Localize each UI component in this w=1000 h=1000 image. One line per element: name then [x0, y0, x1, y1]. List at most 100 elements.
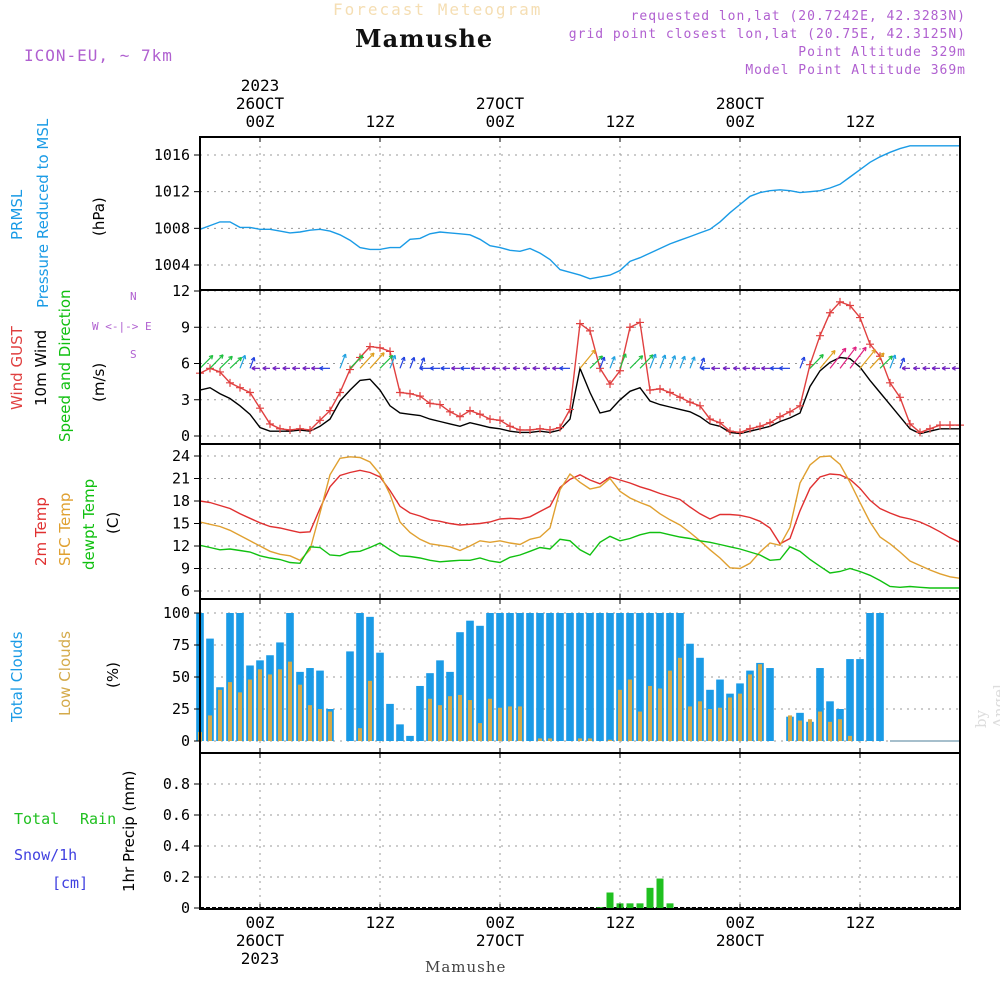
wind-arrow-head	[391, 354, 397, 360]
watermark: by Angel	[972, 684, 1000, 728]
time-label-bottom: 26OCT	[236, 931, 285, 950]
total-cloud-bar	[636, 613, 644, 741]
total-cloud-bar	[476, 625, 484, 741]
panel-frame	[199, 136, 961, 291]
gust-marker	[856, 313, 864, 322]
wind-arrow-head	[591, 349, 596, 354]
wind-arrow-head	[819, 353, 824, 359]
footer-location: Mamushe	[425, 958, 507, 976]
gust-marker	[766, 418, 774, 427]
y-tick-label: 6	[181, 355, 190, 373]
wind-direction-arrow	[599, 356, 605, 369]
wind-arrow-head	[600, 356, 606, 362]
gust-marker	[716, 418, 724, 427]
wind-arrow-head	[733, 365, 738, 371]
time-label-top: 12Z	[366, 112, 395, 131]
low-cloud-bar	[488, 698, 492, 741]
wind-gust-label: Wind GUST	[8, 326, 26, 410]
gust-marker	[546, 425, 554, 434]
wind-arrow-head	[611, 356, 616, 361]
total-cloud-bar	[206, 638, 214, 741]
total-cloud-bar	[866, 613, 874, 741]
y-tick-label: 75	[172, 636, 190, 654]
wind-arrow-head	[400, 356, 406, 362]
wind-direction-arrow	[869, 352, 885, 369]
y-tick-label: 0	[181, 899, 190, 917]
low-cloud-bar	[788, 715, 792, 741]
gust-marker	[646, 386, 654, 395]
y-tick-label: 50	[172, 668, 190, 686]
total-cloud-bar	[826, 701, 834, 741]
low-cloud-bar	[438, 705, 442, 741]
wind-arrow-head	[649, 354, 654, 359]
low-cloud-bar	[728, 697, 732, 741]
low-cloud-bar	[518, 706, 522, 741]
gust-marker	[396, 388, 404, 397]
low-cloud-bar	[688, 706, 692, 741]
wind-arrow-head	[852, 346, 857, 351]
wind-arrow-head	[778, 365, 783, 371]
wind-direction-arrow	[229, 356, 243, 369]
wind-arrow-head	[652, 353, 657, 359]
total-cloud-bar	[686, 643, 694, 741]
wind-arrow-head	[512, 365, 517, 371]
gust-marker	[246, 388, 254, 397]
gust-marker	[306, 425, 314, 434]
grid-point-location: grid point closest lon,lat (20.75E, 42.3…	[568, 27, 966, 42]
y-tick-label: 25	[172, 700, 190, 718]
wind-arrow-head	[272, 365, 277, 371]
low-cloud-bar	[498, 707, 502, 741]
wind-arrow-head	[880, 352, 885, 358]
wind-arrow-head	[380, 352, 385, 357]
low-cloud-bar	[278, 669, 282, 741]
wind-direction-arrow	[619, 353, 627, 369]
gust-marker	[816, 331, 824, 340]
gust-marker	[706, 415, 714, 424]
wind-direction-arrow	[679, 355, 686, 369]
low-cloud-bar	[618, 689, 622, 741]
wind-arrow-head	[700, 357, 706, 363]
y-tick-label: 21	[172, 470, 190, 488]
y-tick-label: 12	[172, 537, 190, 555]
wind-arrow-head	[228, 355, 233, 361]
wind-direction-arrow	[799, 356, 805, 369]
wind-arrow-head	[681, 355, 686, 361]
low-cloud-bar	[818, 711, 822, 741]
dewpt-temp-line	[199, 531, 960, 589]
low-cloud-bar	[288, 661, 292, 741]
pressure-label-2: Pressure Reduced to MSL	[34, 118, 52, 308]
gust-marker	[456, 412, 464, 421]
time-label-bottom: 28OCT	[716, 931, 765, 950]
low-cloud-bar	[628, 679, 632, 741]
pressure-unit: (hPa)	[90, 197, 108, 236]
wind-direction-arrow	[829, 347, 847, 369]
low-cloud-bar	[358, 728, 362, 741]
low-cloud-bar	[208, 715, 212, 741]
low-cloud-bar	[468, 700, 472, 741]
gust-marker	[756, 422, 764, 431]
precip-rain-label: Rain	[80, 810, 117, 828]
wind-arrow-head	[711, 365, 716, 371]
pressure-label-1: PRMSL	[8, 189, 26, 240]
pressure-line	[199, 145, 960, 280]
wind-arrow-head	[800, 356, 806, 362]
time-label-top: 00Z	[486, 112, 515, 131]
total-cloud-bar	[406, 735, 414, 741]
total-cloud-bar	[456, 632, 464, 741]
low-cloud-bar	[458, 694, 462, 741]
time-label-bottom: 00Z	[246, 913, 275, 932]
low-cloud-bar	[298, 684, 302, 741]
frame-layer	[194, 136, 961, 910]
gust-marker	[516, 425, 524, 434]
wind-direction-arrow	[369, 352, 385, 369]
total-cloud-bar	[376, 652, 384, 741]
low-cloud-bar	[228, 682, 232, 741]
low-cloud-bar	[808, 719, 812, 741]
y-tick-label: 9	[181, 560, 190, 578]
wind-direction-arrow	[839, 346, 857, 369]
low-cloud-bar	[428, 698, 432, 741]
gust-marker	[586, 326, 594, 335]
precip-unit: 1hr Precip (mm)	[120, 770, 138, 892]
data-layer	[196, 145, 964, 909]
y-tick-label: 15	[172, 515, 190, 533]
